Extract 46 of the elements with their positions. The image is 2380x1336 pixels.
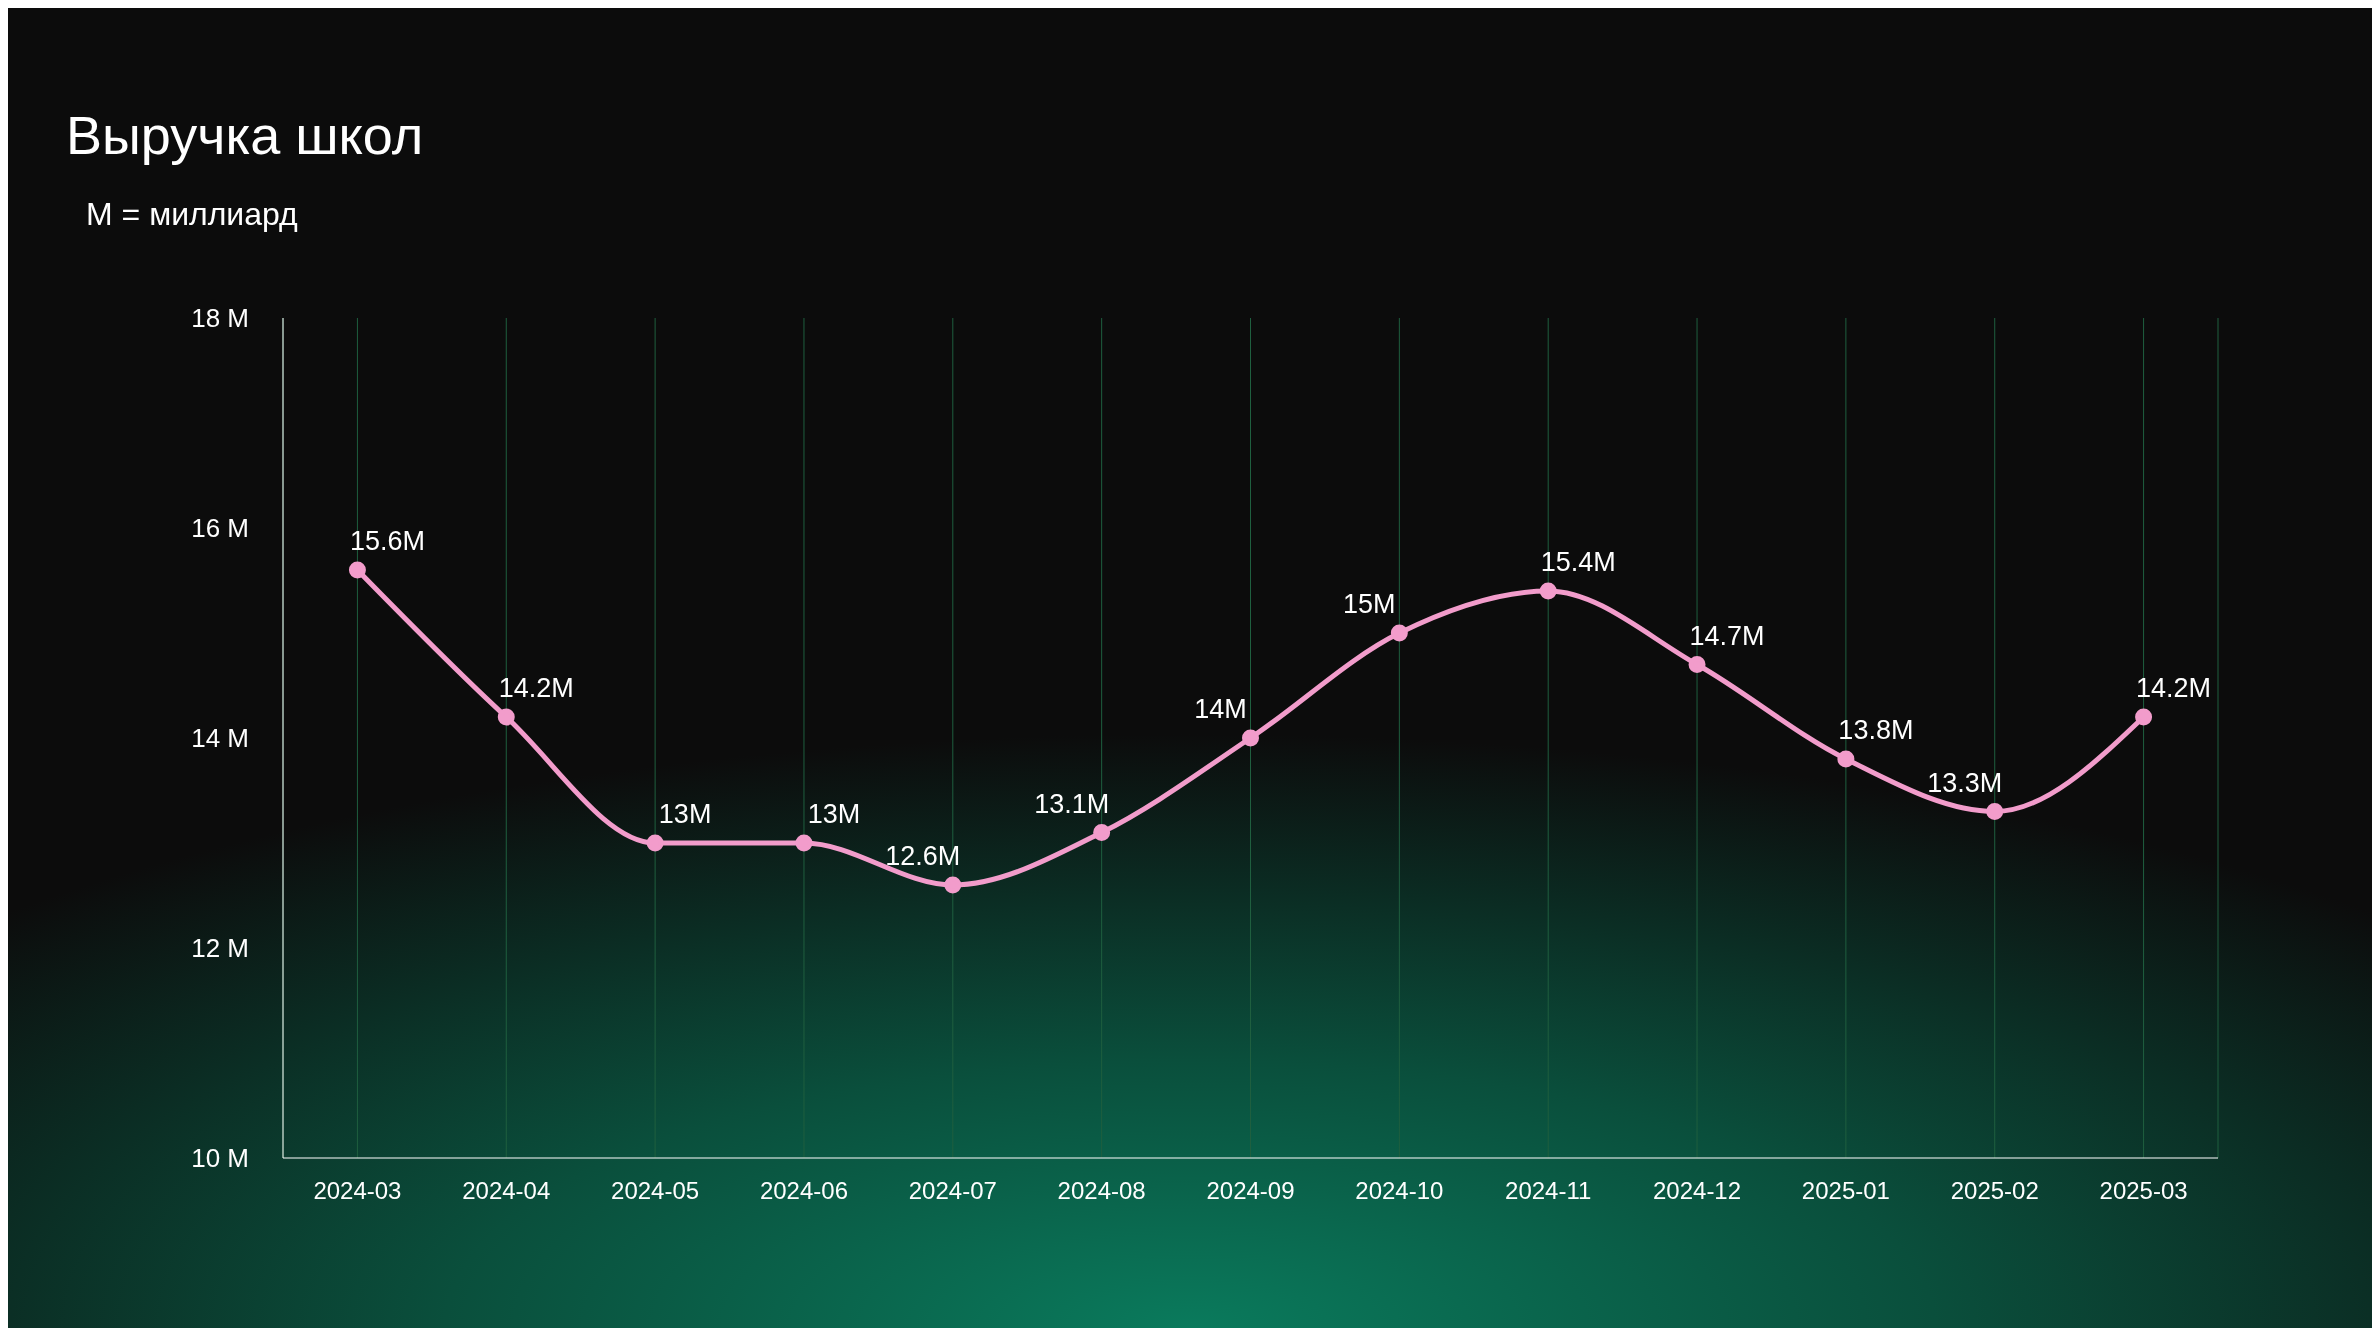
y-tick-label: 14 M — [191, 723, 249, 754]
x-tick-label: 2024-04 — [462, 1177, 551, 1205]
point — [1986, 803, 2004, 820]
data-label: 12.6M — [885, 841, 961, 871]
chart-title: Выручка школ — [66, 104, 424, 166]
y-tick-label: 18 M — [191, 303, 249, 334]
point — [497, 708, 515, 726]
x-tick-label: 2024-05 — [611, 1177, 700, 1205]
x-tick-label: 2024-06 — [759, 1177, 848, 1205]
data-label: 15M — [1343, 589, 1396, 619]
point — [646, 834, 664, 852]
point — [1539, 582, 1557, 600]
data-label: 13M — [658, 799, 712, 829]
data-label: 14.2M — [498, 673, 574, 703]
x-tick-label: 2024-07 — [908, 1177, 997, 1205]
point — [944, 876, 962, 894]
x-tick-label: 2025-01 — [1801, 1177, 1890, 1205]
x-tick-label: 2024-10 — [1355, 1177, 1444, 1205]
y-tick-label: 12 M — [191, 933, 249, 964]
y-tick-label: 10 M — [191, 1143, 249, 1174]
chart-subtitle: M = миллиард — [86, 196, 298, 233]
data-label: 13M — [807, 799, 861, 829]
x-tick-label: 2024-09 — [1206, 1177, 1295, 1205]
point — [1390, 624, 1408, 642]
point — [1688, 656, 1706, 673]
point — [795, 834, 813, 852]
data-label: 13.3M — [1927, 767, 2003, 798]
data-label: 13.1M — [1034, 788, 1110, 819]
point — [1837, 750, 1855, 768]
x-tick-label: 2024-11 — [1505, 1177, 1592, 1205]
x-tick-label: 2025-02 — [1950, 1177, 2039, 1205]
y-tick-label: 16 M — [191, 513, 249, 544]
data-label: 15.4M — [1540, 547, 1616, 577]
x-tick-label: 2024-03 — [313, 1177, 402, 1205]
data-label: 14M — [1194, 694, 1247, 724]
data-label: 14.2M — [2136, 673, 2212, 703]
x-tick-label: 2024-08 — [1057, 1177, 1146, 1205]
x-tick-label: 2025-03 — [2099, 1177, 2188, 1205]
data-label: 14.7M — [1689, 620, 1765, 651]
data-label: 15.6M — [349, 526, 425, 556]
point — [1242, 729, 1259, 747]
point — [348, 561, 366, 579]
data-label: 13.8M — [1838, 715, 1914, 745]
x-tick-label: 2024-12 — [1653, 1177, 1742, 1205]
point — [1093, 824, 1111, 841]
point — [2135, 708, 2153, 726]
